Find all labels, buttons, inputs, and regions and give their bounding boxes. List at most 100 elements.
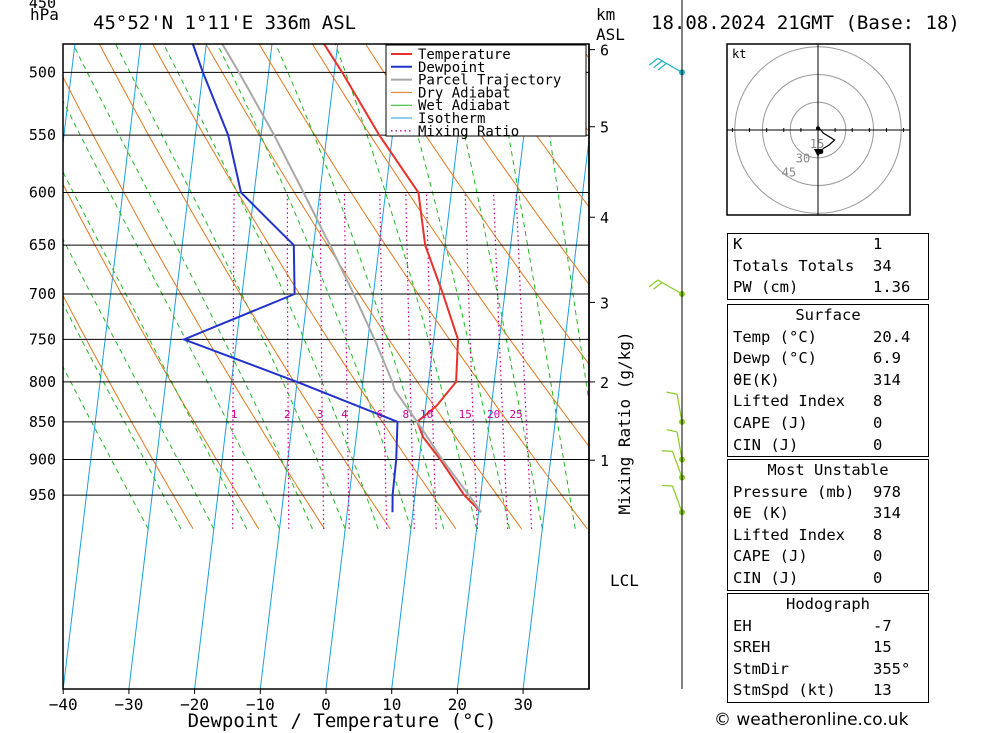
mixing-ratio-line (343, 192, 350, 529)
wet-adiabat-line (491, 44, 576, 529)
valid-time: 18.08.2024 21GMT (Base: 18) (651, 12, 960, 34)
wet-adiabat-line (444, 44, 543, 529)
wet-adiabat-line (63, 302, 182, 530)
mixing-ratio-label: 10 (420, 408, 433, 421)
mixing-ratio-label: 15 (459, 408, 472, 421)
dry-adiabat-line (955, 0, 1000, 529)
isotherm-line (259, 44, 339, 689)
isotherm-line (128, 44, 207, 689)
surface-table: Surface Temp (°C) 20.4 Dewp (°C) 6.9 θE(K)… (727, 304, 929, 458)
wind-barb-flag (666, 391, 678, 395)
surface-title: Surface (795, 306, 861, 324)
mixing-ratio-line (405, 192, 415, 529)
mixing-ratio-label: 25 (510, 408, 523, 421)
temperature-tick-label: 10 (382, 695, 401, 714)
isotherm-line (0, 44, 9, 689)
height-tick-label: 5 (600, 119, 609, 137)
dry-adiabat-line (152, 44, 457, 530)
height-tick-label: 4 (600, 209, 609, 227)
wet-adiabat-line (216, 44, 412, 530)
isotherm-line (655, 44, 732, 689)
hodograph-row: StmDir 355° (733, 659, 911, 678)
mixing-ratio-line (319, 192, 325, 529)
isotherm-line (325, 44, 404, 689)
wind-barb (671, 451, 683, 478)
temperature-tick-label: 0 (321, 695, 331, 714)
surface-row: Lifted Index 8 (733, 392, 883, 411)
legend-item: Wet Adiabat (418, 98, 511, 114)
wind-barb-flag (653, 60, 663, 69)
height-tick-label: 1 (600, 452, 609, 470)
temperature-tick-label: −10 (246, 695, 275, 714)
mixing-ratio-line (425, 192, 437, 529)
mixing-ratio-line (379, 192, 388, 529)
credit-link[interactable]: © weatheronline.co.uk (714, 710, 909, 730)
pressure-tick-label: 750 (29, 330, 56, 348)
wet-adiabat-line (63, 365, 149, 530)
mixing-ratio-label: 20 (487, 408, 500, 421)
wet-adiabat-line (63, 170, 248, 530)
mixing-ratio-line (464, 192, 478, 529)
x-axis-label: Dewpoint / Temperature (°C) (188, 710, 497, 732)
hodograph-unit: kt (732, 47, 746, 61)
pressure-tick-label: 700 (29, 285, 56, 303)
most-unstable-table: Most Unstable Pressure (mb) 978 θE (K) 314… (727, 459, 929, 591)
wet-adiabat-line (535, 44, 589, 406)
pressure-tick-label: 550 (29, 126, 56, 144)
mixing-ratio-label: 2 (284, 408, 291, 421)
height-tick-label: 2 (600, 374, 609, 392)
hodograph-ring-label: 30 (796, 151, 810, 165)
pressure-unit: hPa (30, 5, 59, 24)
location-title: 45°52'N 1°11'E 336m ASL (93, 12, 356, 34)
hodograph-table-title: Hodograph (786, 595, 870, 613)
legend-item: Dewpoint (418, 60, 485, 76)
mixing-ratio-line (493, 192, 509, 529)
dry-adiabat-line (63, 75, 325, 530)
height-unit-sub: ASL (596, 25, 625, 44)
most-unstable-title: Most Unstable (767, 461, 889, 479)
isotherm-line (63, 44, 142, 689)
mixing-ratio-label: 8 (402, 408, 409, 421)
mixing-ratio-line (286, 192, 290, 529)
pressure-tick-label: 800 (29, 373, 56, 391)
parcel-trajectory-line (221, 44, 483, 513)
wind-barb-flag (666, 429, 678, 433)
dry-adiabat-line (205, 44, 523, 530)
wind-barb (657, 279, 683, 295)
mixing-ratio-label: 6 (376, 408, 383, 421)
hodograph-table: Hodograph EH -7 SREH 15 StmDir 355° StmSpd … (727, 593, 929, 703)
mixing-ratio-label: 4 (341, 408, 348, 421)
dry-adiabat-line (258, 44, 588, 530)
pressure-tick-label: 950 (29, 486, 56, 504)
most-unstable-row: CIN (J) 0 (733, 568, 883, 587)
wind-barb-flag (648, 57, 659, 66)
isotherm-line (391, 44, 470, 689)
legend-item: Isotherm (418, 111, 485, 127)
temperature-tick-label: −30 (114, 695, 143, 714)
wind-barb-flag (657, 62, 667, 71)
pressure-tick-label: 500 (29, 63, 56, 81)
isotherm-line (522, 135, 589, 689)
mixing-ratio-axis-label: Mixing Ratio (g/kg) (615, 331, 634, 514)
dry-adiabat-line (63, 294, 194, 530)
mixing-ratio-line (515, 192, 533, 529)
surface-row: CAPE (J) 0 (733, 413, 883, 432)
wet-adiabat-line (72, 44, 313, 530)
surface-row: CIN (J) 0 (733, 435, 883, 454)
hodograph-row: StmSpd (kt) 13 (733, 681, 892, 700)
lcl-label: LCL (610, 571, 639, 590)
wind-barb (657, 57, 683, 73)
hodograph-start-dot (816, 126, 820, 131)
dewpoint-line (181, 44, 399, 513)
index-row-totals: Totals Totals 34 (733, 256, 892, 275)
pressure-tick-label: 850 (29, 413, 56, 431)
dry-adiabat-line (98, 44, 391, 530)
height-tick-label: 3 (600, 294, 609, 312)
height-unit: km (596, 5, 615, 24)
legend-item: Temperature (418, 47, 511, 63)
temperature-tick-label: 20 (448, 695, 467, 714)
wet-adiabat-line (162, 44, 379, 530)
